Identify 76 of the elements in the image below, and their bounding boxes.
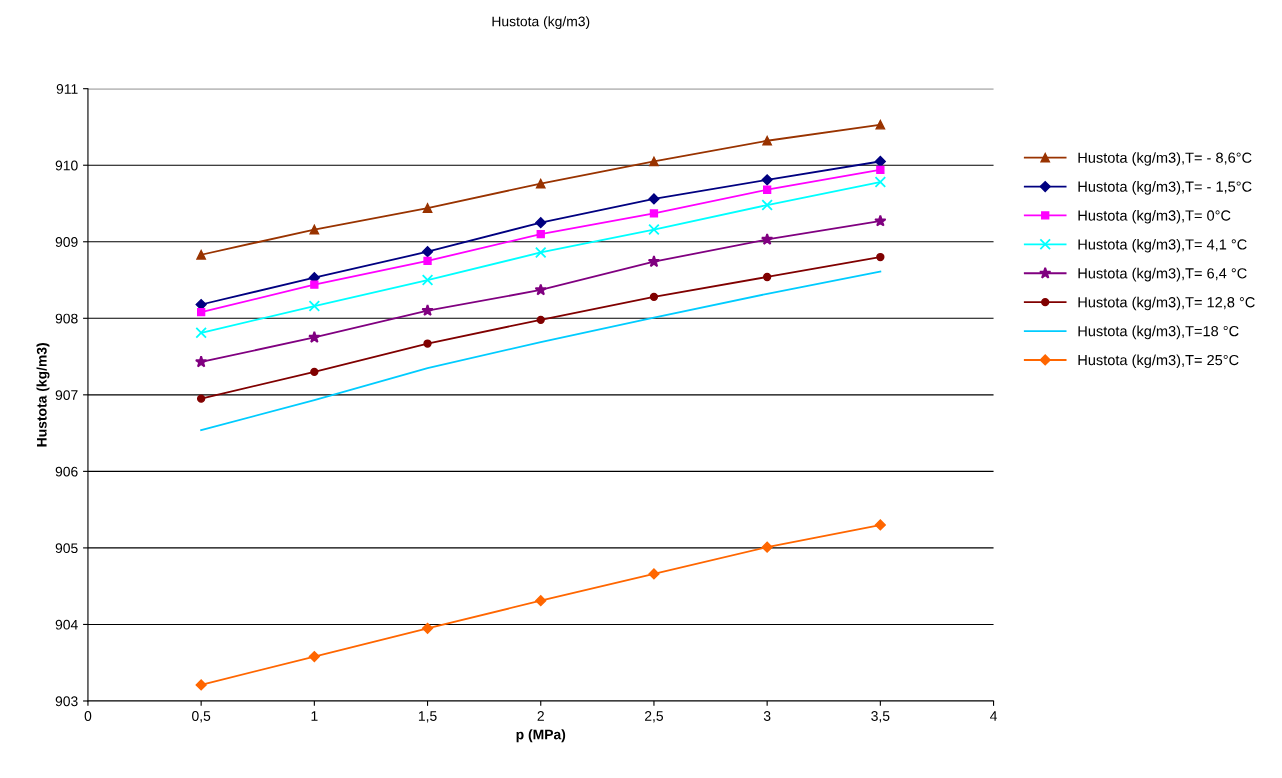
point [762, 135, 773, 146]
y-tick-label: 911 [56, 84, 78, 94]
point [421, 274, 434, 286]
point [308, 330, 321, 343]
y-tick-label: 903 [55, 696, 78, 707]
point [196, 308, 206, 317]
legend-label: Hustota (kg/m3),T= - 1,5°C [1078, 181, 1252, 195]
x-tick-label: 3,5 [871, 711, 890, 723]
point [535, 178, 546, 189]
chart-title: Hustota (kg/m3) [492, 16, 590, 30]
point [762, 272, 772, 282]
point [648, 223, 660, 236]
y-tick-label: 908 [55, 313, 78, 324]
x-axis-title: p (MPa) [516, 729, 566, 743]
point [874, 519, 886, 531]
point [649, 292, 659, 302]
legend-label: Hustota (kg/m3),T= - 8,6°C [1078, 152, 1252, 166]
point [196, 394, 206, 403]
point [195, 327, 207, 339]
point [874, 176, 887, 188]
point [535, 595, 547, 607]
point [649, 209, 659, 218]
point [876, 252, 885, 262]
point [534, 283, 547, 296]
point [536, 229, 545, 239]
point [423, 339, 432, 348]
point [309, 224, 320, 235]
point [648, 193, 660, 205]
point [422, 203, 433, 213]
legend-label: Hustota (kg/m3),T= 4,1 °C [1078, 238, 1247, 253]
point [875, 119, 886, 130]
y-axis-title: Hustota (kg/m3) [36, 343, 50, 447]
point [308, 300, 321, 312]
point [760, 233, 774, 245]
point [534, 246, 547, 259]
line-series [200, 270, 882, 431]
point [421, 304, 434, 317]
point [421, 246, 434, 258]
x-tick-label: 3 [763, 711, 771, 721]
x-tick-label: 2 [537, 711, 544, 721]
x-tick-label: 1,5 [418, 711, 437, 723]
legend-label: Hustota (kg/m3),T=18 °C [1078, 325, 1239, 340]
x-tick-label: 0,5 [192, 711, 211, 723]
point [761, 541, 773, 553]
legend-label: Hustota (kg/m3),T= 6,4 °C [1078, 267, 1247, 282]
legend-label: Hustota (kg/m3),T= 12,8 °C [1078, 296, 1255, 311]
point [536, 315, 545, 324]
y-tick-label: 907 [55, 390, 78, 400]
x-tick-label: 4 [990, 711, 998, 721]
point [194, 355, 208, 368]
y-tick-label: 904 [55, 619, 78, 630]
point [310, 367, 319, 377]
point [195, 679, 207, 691]
point [761, 174, 773, 186]
point [876, 165, 885, 174]
point [647, 255, 661, 268]
point [308, 650, 320, 663]
point [874, 214, 887, 227]
point [648, 568, 660, 580]
x-tick-label: 1 [311, 711, 318, 721]
point [762, 185, 772, 194]
point [421, 622, 434, 634]
point [196, 249, 207, 260]
y-tick-label: 910 [55, 160, 78, 171]
legend-label: Hustota (kg/m3),T= 0°C [1078, 209, 1231, 224]
y-tick-label: 909 [55, 237, 78, 247]
point [761, 199, 773, 211]
x-tick-label: 0 [84, 711, 92, 721]
point [649, 156, 659, 167]
legend-label: Hustota (kg/m3),T= 25°C [1078, 354, 1239, 369]
point [535, 217, 547, 229]
x-tick-label: 2,5 [644, 711, 664, 723]
point [310, 280, 319, 289]
y-tick-label: 906 [55, 466, 78, 477]
y-tick-label: 905 [55, 543, 78, 554]
point [423, 256, 432, 266]
